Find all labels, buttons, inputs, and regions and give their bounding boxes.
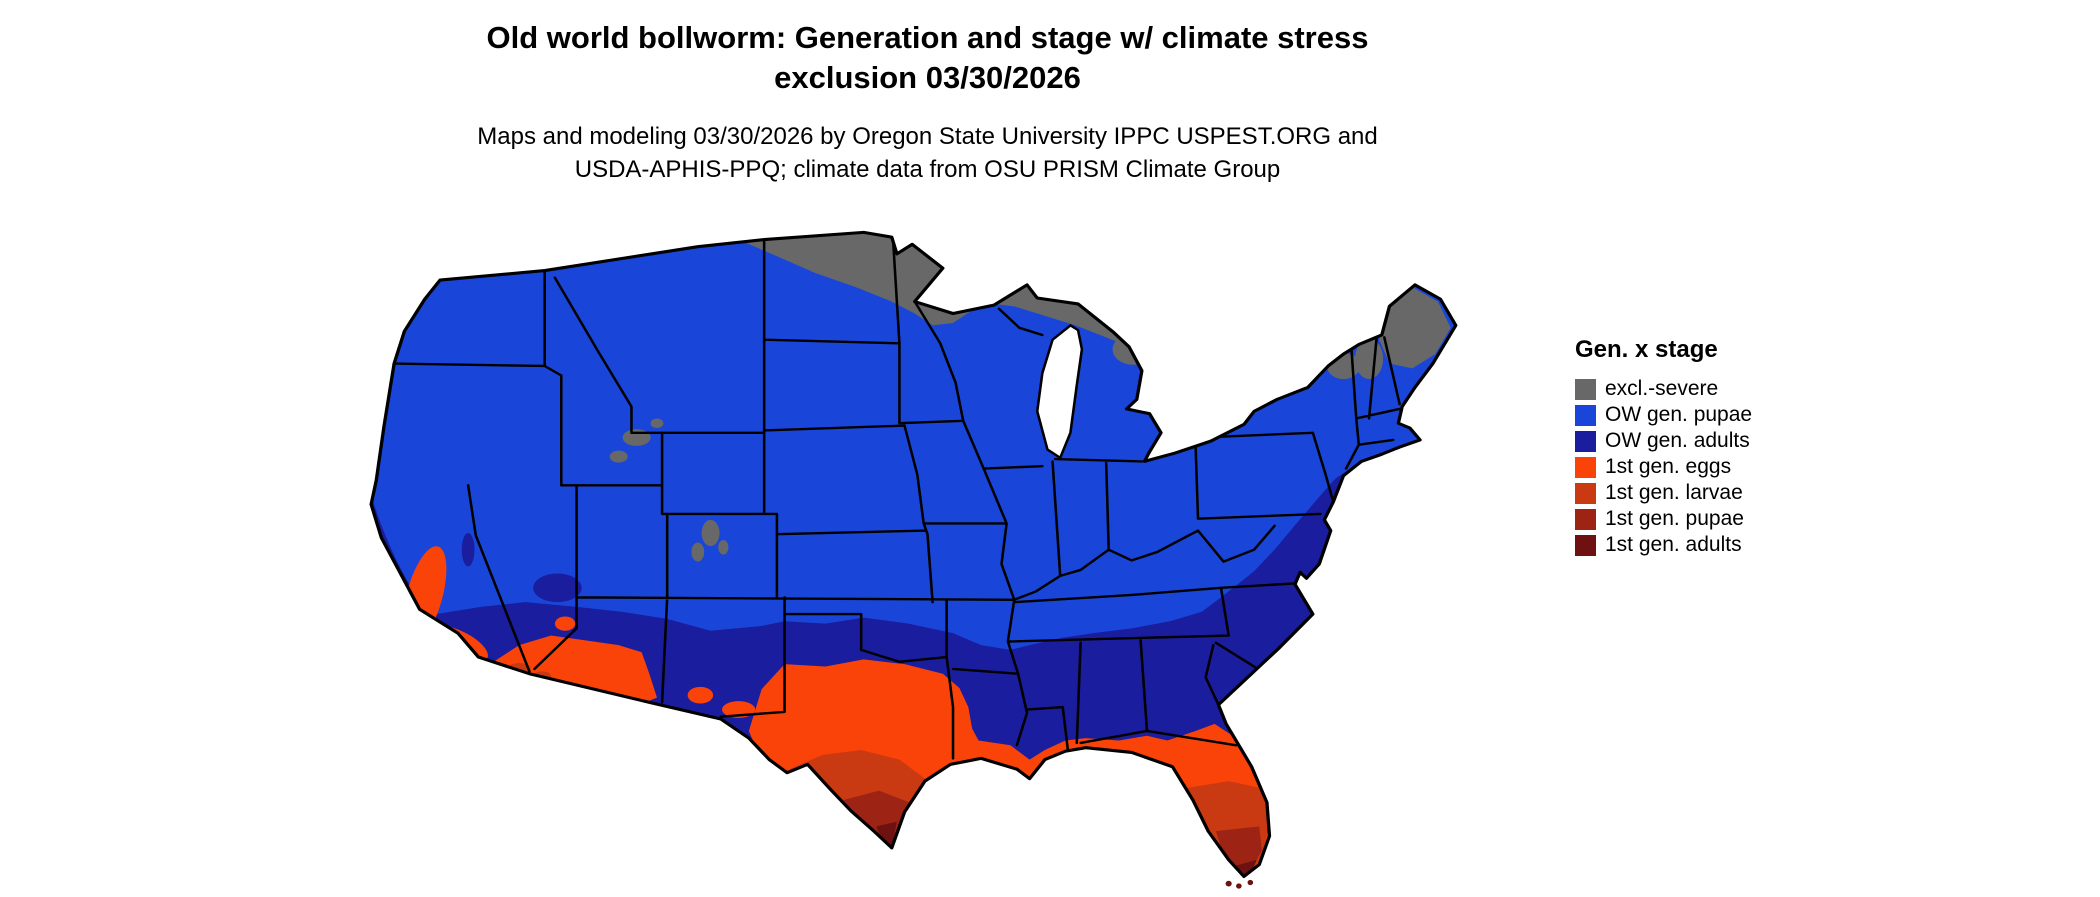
map-subtitle: Maps and modeling 03/30/2026 by Oregon S… [0, 120, 1855, 186]
legend-label: 1st gen. pupae [1605, 507, 1744, 530]
legend-item: 1st gen. adults [1575, 532, 1752, 558]
legend-item: excl.-severe [1575, 376, 1752, 402]
legend-label: 1st gen. adults [1605, 533, 1742, 556]
map-legend: Gen. x stage excl.-severe OW gen. pupae … [1575, 336, 1752, 558]
zone-adults [876, 821, 1257, 877]
map-title-line1: Old world bollworm: Generation and stage… [486, 20, 1369, 55]
legend-label: OW gen. pupae [1605, 403, 1753, 426]
map-subtitle-line2: USDA-APHIS-PPQ; climate data from OSU PR… [574, 156, 1281, 183]
lake-michigan [1035, 323, 1084, 460]
us-map [369, 230, 1458, 889]
legend-label: 1st gen. larvae [1605, 481, 1743, 504]
legend-swatch-ow-adults [1575, 430, 1596, 452]
legend-swatch-severe [1575, 378, 1596, 400]
legend-swatch-larvae [1575, 482, 1596, 504]
legend-swatch-pupae [1575, 508, 1596, 530]
map-header: Old world bollworm: Generation and stage… [0, 18, 1855, 186]
map-subtitle-line1: Maps and modeling 03/30/2026 by Oregon S… [477, 123, 1378, 150]
legend-label: excl.-severe [1605, 377, 1719, 400]
state-borders [392, 238, 1401, 760]
legend-label: 1st gen. eggs [1605, 455, 1732, 478]
legend-title: Gen. x stage [1575, 336, 1718, 363]
legend-label: OW gen. adults [1605, 429, 1750, 452]
us-map-container [315, 230, 1540, 892]
legend-item: OW gen. pupae [1575, 402, 1752, 428]
florida-keys [1225, 879, 1254, 889]
zone-ow-pupae [371, 232, 1456, 877]
legend-item: 1st gen. larvae [1575, 480, 1752, 506]
legend-item: 1st gen. pupae [1575, 506, 1752, 532]
legend-swatch-ow-pupae [1575, 404, 1596, 426]
map-title-line2: exclusion 03/30/2026 [774, 60, 1081, 95]
legend-item: 1st gen. eggs [1575, 454, 1752, 480]
legend-item: OW gen. adults [1575, 428, 1752, 454]
us-outline [369, 230, 1458, 879]
legend-swatch-adults [1575, 534, 1596, 556]
legend-swatch-eggs [1575, 456, 1596, 478]
